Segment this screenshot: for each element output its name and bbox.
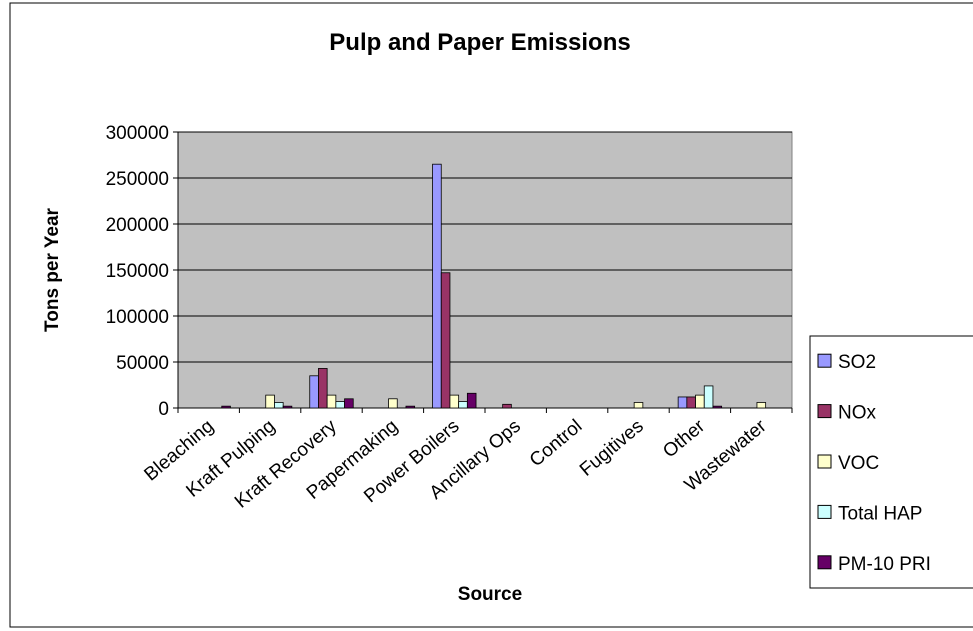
bar-pm-10-pri [466, 392, 477, 409]
y-tick-label: 50000 [116, 353, 169, 374]
bar-so2 [677, 396, 688, 409]
bar-total-hap [335, 401, 345, 409]
bar-voc [326, 394, 337, 409]
legend-swatch [817, 504, 832, 519]
bar-voc [695, 394, 705, 409]
legend-swatch [817, 454, 832, 469]
bar-voc [388, 398, 398, 409]
legend: SO2 NOx VOC Total HAP PM-10 PRI [809, 335, 973, 589]
bar-total-hap [274, 402, 284, 409]
y-tick-label: 0 [158, 399, 169, 420]
chart-title: Pulp and Paper Emissions [329, 29, 630, 56]
legend-swatch [817, 555, 832, 570]
bar-pm-10-pri [282, 405, 293, 409]
y-tick-label: 150000 [106, 261, 169, 282]
legend-label: PM-10 PRI [838, 554, 931, 575]
bar-total-hap [703, 385, 714, 409]
bar-so2 [432, 163, 442, 409]
bar-nox [440, 272, 451, 409]
bar-pm-10-pri [405, 405, 416, 409]
legend-label: Total HAP [838, 503, 922, 524]
bar-so2 [309, 375, 319, 409]
x-axis-label: Source [458, 584, 522, 605]
bar-pm-10-pri [344, 398, 354, 409]
bar-total-hap [458, 401, 468, 409]
legend-label: NOx [838, 403, 877, 424]
legend-label: VOC [838, 453, 879, 474]
bar-nox [502, 403, 512, 409]
y-tick-label: 300000 [106, 123, 169, 144]
y-tick-label: 200000 [106, 215, 169, 236]
bar-voc [756, 402, 767, 409]
y-tick-label: 100000 [106, 307, 169, 328]
bar-nox [686, 396, 696, 409]
legend-swatch [817, 404, 832, 419]
y-axis-label: Tons per Year [42, 207, 63, 332]
y-tick-label: 250000 [106, 169, 169, 190]
bar-voc [449, 394, 460, 409]
legend-label: SO2 [838, 352, 876, 373]
legend-box [809, 335, 973, 589]
bar-pm-10-pri [221, 405, 231, 409]
bar-voc [633, 402, 644, 409]
legend-swatch [817, 353, 832, 368]
bar-pm-10-pri [712, 405, 723, 409]
bar-voc [265, 394, 275, 409]
bar-nox [318, 368, 328, 409]
